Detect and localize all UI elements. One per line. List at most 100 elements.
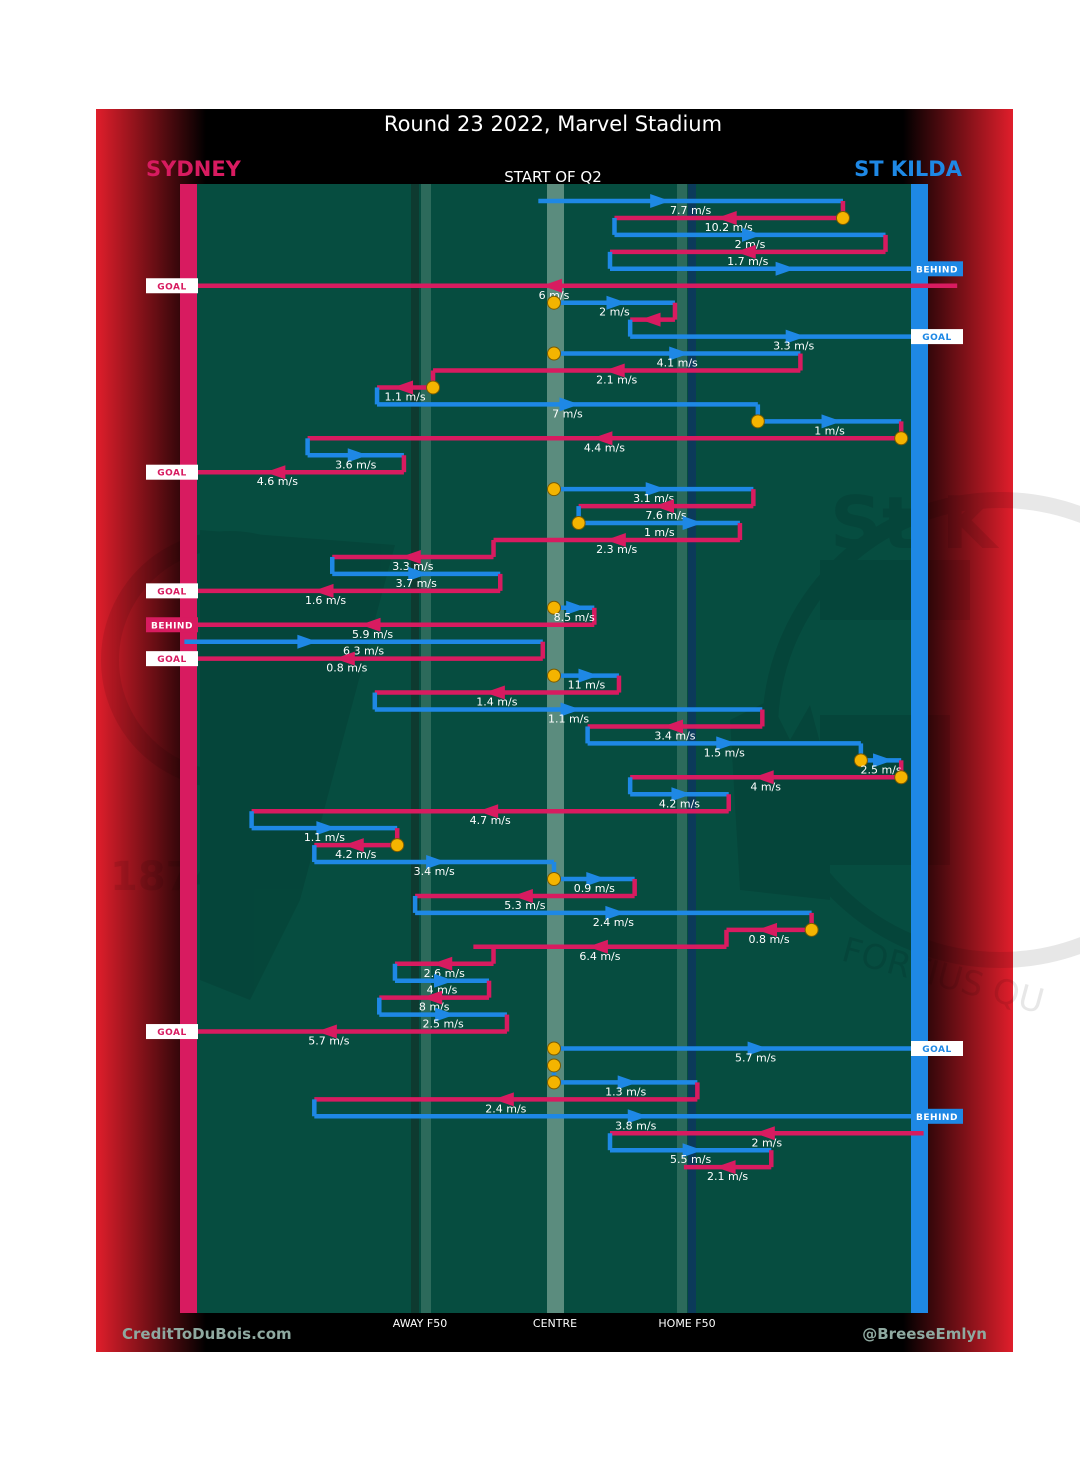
speed-label: 2.1 m/s — [707, 1170, 748, 1183]
speed-label: 6 m/s — [539, 289, 570, 302]
possession-start-marker — [547, 872, 561, 886]
direction-arrow — [542, 278, 562, 293]
stkilda-goal-bar — [911, 184, 928, 1313]
axis-label-home-f50: HOME F50 — [658, 1317, 715, 1330]
direction-arrow — [408, 566, 429, 581]
possession-start-marker — [804, 922, 819, 937]
outcome-tag-label: BEHIND — [916, 265, 958, 275]
direction-arrow — [682, 516, 703, 531]
speed-label: 2 m/s — [735, 238, 766, 251]
speed-label: 7.6 m/s — [645, 509, 686, 522]
direction-arrow — [435, 1007, 456, 1022]
speed-label: 1.1 m/s — [304, 831, 345, 844]
outcome-tag — [146, 464, 198, 480]
speed-label: 3.3 m/s — [773, 340, 814, 353]
credit-right: @BreeseEmlyn — [862, 1325, 987, 1343]
possession-start-marker — [571, 516, 586, 531]
possession-start-marker — [547, 295, 561, 310]
speed-label: 5.3 m/s — [504, 899, 545, 912]
direction-arrow — [400, 549, 421, 564]
speed-label: 11 m/s — [568, 679, 606, 692]
away-f50-line — [411, 184, 419, 1313]
direction-arrow — [742, 227, 762, 242]
possession-start-marker — [835, 210, 850, 225]
speed-label: 4.2 m/s — [335, 848, 376, 861]
direction-arrow — [606, 295, 627, 310]
direction-arrow — [566, 600, 587, 615]
outcome-tag-label: GOAL — [157, 655, 187, 665]
speed-label: 2.3 m/s — [596, 543, 637, 556]
speed-label: 2 m/s — [599, 306, 630, 319]
possession-start-marker — [547, 1041, 561, 1056]
speed-label: 3.6 m/s — [335, 458, 376, 471]
chart-subtitle: START OF Q2 — [504, 168, 602, 186]
speed-label: 1.1 m/s — [384, 390, 425, 403]
speed-label: 3.1 m/s — [633, 492, 674, 505]
speed-label: 6.4 m/s — [579, 950, 620, 963]
direction-arrow — [775, 261, 796, 276]
direction-arrow — [671, 787, 692, 802]
direction-arrow — [640, 312, 661, 327]
speed-label: 0.8 m/s — [326, 662, 367, 675]
direction-arrow — [559, 397, 580, 412]
speed-label: 3.8 m/s — [615, 1119, 656, 1132]
speed-label: 1.3 m/s — [605, 1085, 646, 1098]
speed-label: 1.1 m/s — [548, 713, 589, 726]
direction-arrow — [873, 753, 894, 768]
direction-arrow — [297, 634, 318, 649]
direction-arrow — [493, 1092, 514, 1107]
direction-arrow — [605, 533, 626, 547]
speed-label: 3.7 m/s — [396, 577, 437, 590]
possession-start-marker — [390, 838, 405, 853]
direction-arrow — [578, 668, 599, 683]
direction-arrow — [754, 1126, 775, 1141]
speed-label: 4 m/s — [750, 780, 781, 793]
possession-start-marker — [894, 431, 909, 446]
speed-label: 1 m/s — [814, 424, 845, 437]
outcome-tags: BEHIND GOAL GOAL GOAL GOAL BEHIND GOAL GOAL GOAL… — [146, 261, 963, 1124]
direction-arrow — [586, 872, 607, 886]
direction-arrow — [426, 855, 447, 870]
direction-arrow — [735, 244, 756, 259]
possession-start-marker — [547, 482, 561, 497]
outcome-tag — [146, 278, 198, 294]
speed-label: 10.2 m/s — [705, 221, 753, 234]
direction-arrow — [422, 990, 443, 1005]
outcome-tag-label: GOAL — [922, 333, 952, 343]
axis-label-centre: CENTRE — [533, 1317, 577, 1330]
direction-arrow — [343, 838, 364, 853]
direction-arrow — [682, 1143, 703, 1158]
speed-label: 3.4 m/s — [414, 865, 455, 878]
outcome-tag — [146, 617, 198, 633]
outcome-tag-label: GOAL — [157, 469, 187, 479]
speed-label: 2.1 m/s — [596, 374, 637, 387]
outcome-tag — [911, 261, 963, 277]
direction-arrow — [347, 448, 368, 463]
outcome-tag-label: GOAL — [922, 1045, 952, 1055]
possession-start-marker — [547, 1075, 561, 1090]
chart-title: Round 23 2022, Marvel Stadium — [384, 112, 722, 136]
speed-label: 1.5 m/s — [704, 746, 745, 759]
direction-arrow — [654, 499, 674, 514]
outcome-tag — [911, 1041, 963, 1056]
speed-label: 7 m/s — [552, 407, 583, 420]
speed-label: 1 m/s — [644, 526, 675, 539]
direction-arrow — [587, 939, 608, 954]
outcome-tag — [911, 1108, 963, 1124]
team-label-stkilda: ST KILDA — [854, 157, 963, 181]
direction-arrow — [650, 194, 671, 208]
speed-label: 0.9 m/s — [574, 882, 615, 895]
credit-left: CreditToDuBois.com — [122, 1325, 292, 1343]
possession-start-marker — [547, 346, 561, 361]
direction-arrow — [627, 1109, 648, 1124]
speed-label: 5.9 m/s — [352, 628, 393, 641]
speed-label: 2.5 m/s — [860, 763, 901, 776]
direction-arrow — [715, 1160, 736, 1175]
home-f50-line — [688, 184, 696, 1313]
outcome-tag — [146, 1024, 198, 1040]
direction-arrow — [645, 482, 666, 497]
speed-label: 3.4 m/s — [654, 729, 695, 742]
direction-arrow — [316, 821, 337, 836]
outcome-tag-label: GOAL — [157, 587, 187, 597]
